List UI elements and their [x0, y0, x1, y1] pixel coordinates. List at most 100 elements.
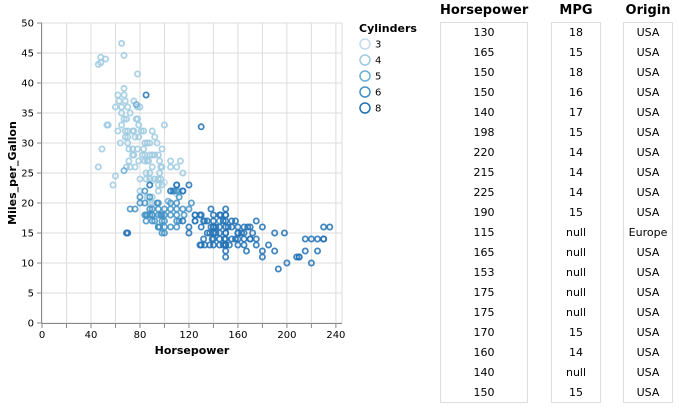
legend-title: Cylinders	[359, 22, 417, 35]
table-cell: 17	[569, 106, 583, 119]
legend-label: 8	[375, 104, 381, 115]
data-point	[151, 133, 159, 141]
data-point	[240, 229, 248, 237]
data-point	[265, 241, 273, 249]
table-cell: 150	[473, 386, 495, 399]
data-point	[167, 187, 175, 195]
data-point	[98, 145, 106, 153]
data-point	[231, 235, 239, 243]
data-point	[216, 223, 224, 231]
legend-symbol	[359, 70, 371, 82]
table-cell: USA	[636, 206, 660, 219]
data-point	[114, 91, 122, 99]
column-values: USA USA USA USA USA USA USA USA USA USA Europe USA U…	[623, 22, 673, 403]
data-point	[209, 241, 217, 249]
data-point	[222, 241, 230, 249]
data-point	[148, 211, 156, 219]
data-point	[206, 229, 214, 237]
data-point	[126, 109, 134, 117]
data-point	[307, 259, 315, 267]
table-cell: 15	[569, 206, 583, 219]
data-point	[167, 223, 175, 231]
data-point	[212, 229, 220, 237]
data-point	[173, 223, 181, 231]
y-tick-label: 35	[21, 109, 34, 120]
data-point	[156, 169, 164, 177]
table-cell: Europe	[628, 226, 668, 239]
data-point	[167, 205, 175, 213]
data-point	[246, 235, 254, 243]
data-point	[124, 139, 132, 147]
data-point	[135, 157, 143, 165]
table-cell: 130	[473, 26, 495, 39]
data-point	[109, 181, 117, 189]
table-cell: 170	[473, 326, 495, 339]
data-point	[222, 253, 230, 261]
data-point	[271, 247, 279, 255]
data-point	[231, 217, 239, 225]
data-point	[185, 229, 193, 237]
data-point	[252, 241, 260, 249]
data-point	[201, 241, 209, 249]
data-point	[154, 151, 162, 159]
data-point	[225, 241, 233, 249]
x-tick-label: 200	[277, 330, 296, 341]
data-point	[244, 223, 252, 231]
table-cell: 190	[473, 206, 495, 219]
table-cell: USA	[636, 266, 660, 279]
data-point	[121, 97, 129, 105]
data-point	[187, 199, 195, 207]
data-point	[158, 163, 166, 171]
data-point	[258, 253, 266, 261]
table-cell: 115	[473, 226, 495, 239]
y-tick-label: 10	[21, 259, 34, 270]
data-point	[142, 217, 150, 225]
column-values: 130 165 150 150 140 198 220 215 225 190 115 165 153 1…	[440, 22, 528, 403]
legend-symbol	[359, 54, 371, 66]
x-tick-label: 240	[326, 330, 345, 341]
data-point	[200, 235, 208, 243]
data-point	[224, 223, 232, 231]
data-point	[111, 172, 119, 180]
legend-label: 5	[375, 72, 381, 83]
data-point	[148, 163, 156, 171]
data-point	[167, 157, 175, 165]
data-point	[301, 247, 309, 255]
data-point	[197, 123, 205, 131]
data-point	[175, 217, 183, 225]
data-point	[141, 151, 149, 159]
data-point	[158, 211, 166, 219]
legend-symbol	[359, 86, 371, 98]
legend-label: 3	[375, 40, 381, 51]
data-point	[120, 91, 128, 99]
y-tick-label: 40	[21, 79, 34, 90]
data-point	[240, 235, 248, 243]
table-cell: USA	[636, 386, 660, 399]
table-cell: 15	[569, 326, 583, 339]
data-point	[124, 103, 132, 111]
data-point	[160, 229, 168, 237]
data-point	[258, 223, 266, 231]
data-point	[111, 103, 119, 111]
data-point	[125, 145, 133, 153]
x-axis-title: Horsepower	[155, 344, 230, 357]
data-point	[135, 121, 143, 129]
y-tick-label: 5	[28, 289, 34, 300]
data-point	[160, 205, 168, 213]
data-point	[160, 217, 168, 225]
x-tick-label: 80	[134, 330, 147, 341]
data-point	[129, 151, 137, 159]
data-point	[197, 241, 205, 249]
data-point	[154, 187, 162, 195]
y-tick-label: 25	[21, 169, 34, 180]
data-point	[283, 259, 291, 267]
data-point	[252, 217, 260, 225]
data-point	[143, 139, 151, 147]
y-axis-title: Miles_per_Gallon	[6, 121, 19, 225]
table-cell: USA	[636, 106, 660, 119]
data-point	[160, 121, 168, 129]
data-point	[156, 157, 164, 165]
data-point	[326, 223, 334, 231]
table-cell: USA	[636, 346, 660, 359]
